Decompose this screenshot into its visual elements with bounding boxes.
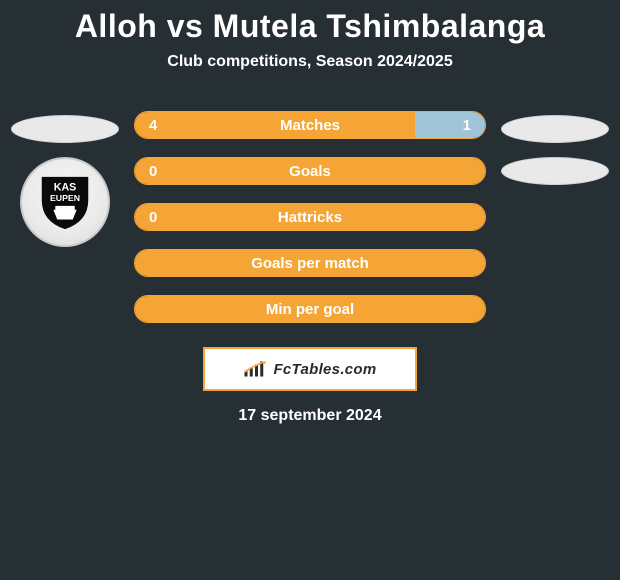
comparison-content: KAS EUPEN 4 Matches 1 0 Goals 0 Hattrick… [0, 111, 620, 323]
stat-label: Goals [183, 163, 437, 180]
stat-row: 0 Goals [134, 157, 486, 185]
stat-left-value: 0 [135, 163, 183, 180]
stat-label: Hattricks [183, 209, 437, 226]
left-player-column: KAS EUPEN [0, 111, 130, 247]
chart-icon [243, 360, 267, 378]
subtitle: Club competitions, Season 2024/2025 [0, 53, 620, 71]
right-player-column [490, 111, 620, 185]
stat-label: Matches [183, 117, 437, 134]
right-club-badge-placeholder [501, 157, 609, 185]
stat-row: Goals per match [134, 249, 486, 277]
page-title: Alloh vs Mutela Tshimbalanga [0, 0, 620, 45]
stat-bars: 4 Matches 1 0 Goals 0 Hattricks Goals pe… [130, 111, 490, 323]
shield-icon: KAS EUPEN [34, 171, 96, 233]
stat-left-value: 4 [135, 117, 183, 134]
right-player-photo-placeholder [501, 115, 609, 143]
svg-text:EUPEN: EUPEN [50, 193, 80, 203]
svg-text:KAS: KAS [54, 181, 76, 193]
left-club-badge: KAS EUPEN [20, 157, 110, 247]
stat-row: 0 Hattricks [134, 203, 486, 231]
stat-row: 4 Matches 1 [134, 111, 486, 139]
stat-label: Goals per match [183, 255, 437, 272]
branding-badge: FcTables.com [203, 347, 417, 391]
left-player-photo-placeholder [11, 115, 119, 143]
stat-right-value: 1 [437, 117, 485, 134]
stat-left-value: 0 [135, 209, 183, 226]
branding-text: FcTables.com [273, 361, 376, 378]
date-label: 17 september 2024 [0, 407, 620, 425]
stat-label: Min per goal [183, 301, 437, 318]
stat-row: Min per goal [134, 295, 486, 323]
